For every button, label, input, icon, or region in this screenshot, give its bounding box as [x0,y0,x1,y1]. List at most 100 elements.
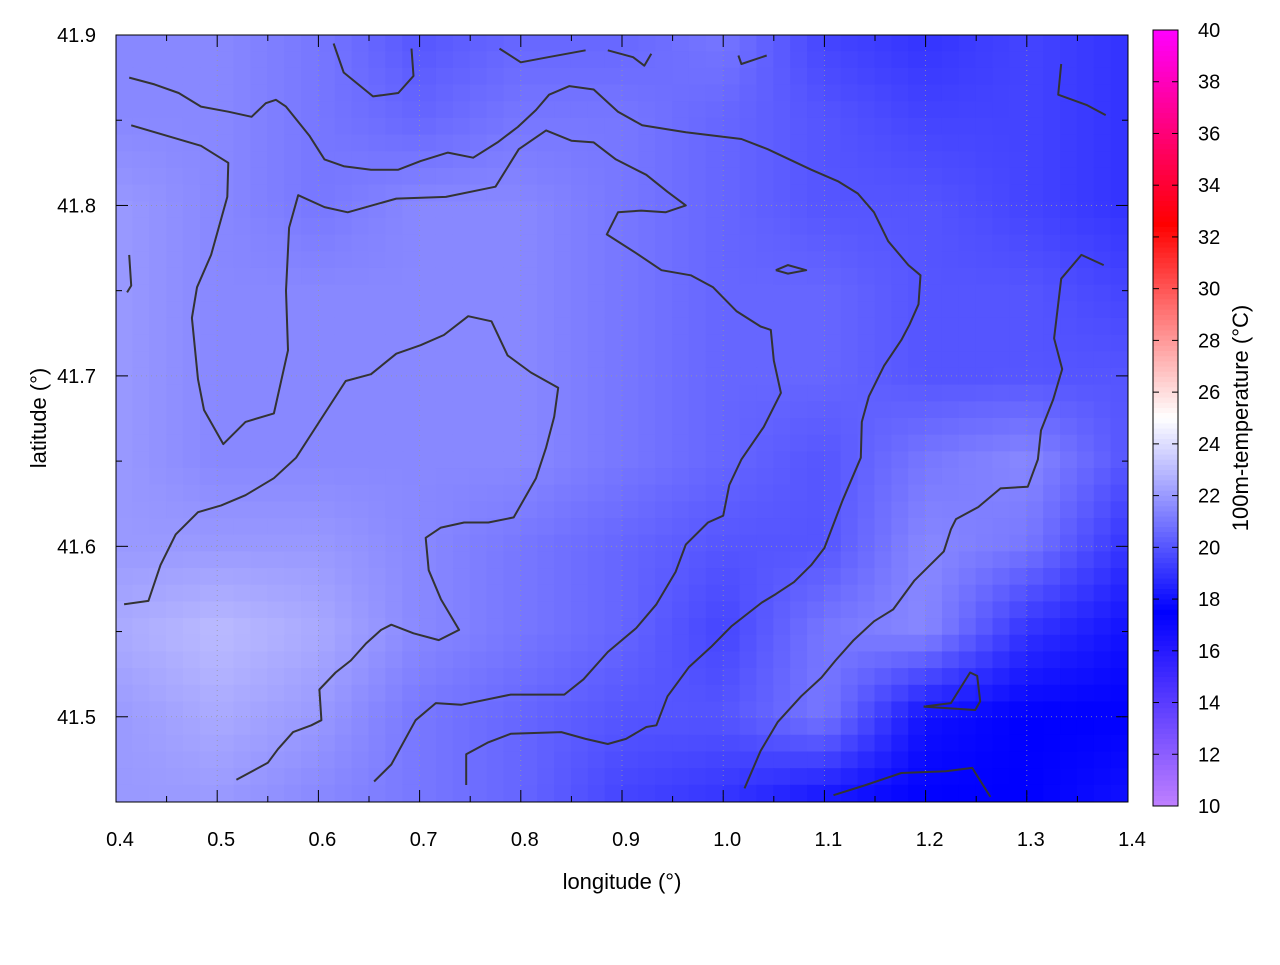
heatmap-cell [1060,334,1078,353]
heatmap-cell [149,768,168,786]
heatmap-cell [975,101,994,119]
heatmap-cell [857,151,876,169]
heatmap-cell [503,784,522,802]
heatmap-cell [301,618,319,636]
heatmap-cell [284,234,303,253]
heatmap-cell [149,67,168,86]
heatmap-cell [705,284,724,303]
heatmap-cell [1093,351,1112,369]
heatmap-cell [233,367,252,386]
heatmap-cell [182,468,201,486]
heatmap-cell [554,468,572,486]
colorbar-segment [1153,371,1178,377]
heatmap-cell [250,167,269,186]
heatmap-cell [705,35,724,53]
heatmap-cell [992,501,1011,520]
heatmap-cell [857,601,876,620]
heatmap-cell [722,434,741,453]
heatmap-cell [756,618,775,636]
heatmap-cell [116,484,134,503]
heatmap-cell [469,151,488,169]
heatmap-cell [503,718,522,736]
heatmap-cell [1110,217,1128,236]
heatmap-cell [267,167,286,186]
heatmap-cell [486,67,505,86]
heatmap-cell [941,668,960,686]
heatmap-cell [1060,401,1078,419]
heatmap-cell [182,718,201,736]
heatmap-cell [267,568,286,586]
heatmap-cell [368,701,387,720]
heatmap-cell [705,568,724,586]
heatmap-cell [1060,784,1078,802]
heatmap-cell [503,551,522,570]
heatmap-cell [908,501,927,520]
heatmap-cell [773,151,792,169]
heatmap-cell [233,151,252,169]
heatmap-cell [1009,451,1028,470]
heatmap-cell [267,684,286,703]
heatmap-cell [992,234,1011,253]
heatmap-cell [992,167,1011,186]
heatmap-cell [503,451,522,470]
heatmap-cell [166,534,184,553]
heatmap-cell [486,201,505,219]
heatmap-cell [958,684,977,703]
heatmap-cell [149,684,168,703]
heatmap-cell [368,67,387,86]
heatmap-cell [587,101,606,119]
heatmap-cell [891,768,910,786]
heatmap-cell [570,234,589,253]
heatmap-cell [1110,134,1128,153]
heatmap-cell [604,284,623,303]
heatmap-cell [570,184,589,203]
heatmap-cell [840,701,859,720]
colorbar-segment [1153,536,1178,543]
heatmap-cell [435,67,454,86]
heatmap-cell [520,301,539,319]
heatmap-cell [705,701,724,720]
heatmap-cell [857,551,876,570]
heatmap-cell [975,484,994,503]
heatmap-cell [941,334,960,353]
heatmap-cell [587,468,606,486]
heatmap-cell [941,167,960,186]
heatmap-cell [587,601,606,620]
heatmap-cell [672,768,690,786]
heatmap-cell [166,267,184,286]
heatmap-cell [925,35,943,53]
heatmap-cell [874,67,893,86]
heatmap-cell [520,317,539,336]
heatmap-cell [992,734,1011,753]
heatmap-cell [958,35,977,53]
heatmap-cell [301,734,319,753]
heatmap-cell [469,84,488,103]
heatmap-cell [351,384,370,403]
heatmap-cell [1076,468,1095,486]
heatmap-cell [672,751,690,770]
heatmap-cell [166,301,184,319]
heatmap-cell [655,751,674,770]
heatmap-cell [216,367,235,386]
heatmap-cell [705,67,724,86]
heatmap-cell [469,101,488,119]
heatmap-cell [301,568,319,586]
heatmap-cell [1009,718,1028,736]
heatmap-cell [1093,217,1112,236]
heatmap-cell [705,501,724,520]
heatmap-cell [857,534,876,553]
colorbar-segment [1153,184,1178,191]
colorbar-segment [1153,86,1178,93]
heatmap-cell [840,317,859,336]
heatmap-cell [908,51,927,69]
heatmap-cell [469,634,488,653]
heatmap-cell [908,618,927,636]
heatmap-cell [655,418,674,436]
heatmap-cell [790,634,809,653]
heatmap-cell [655,184,674,203]
heatmap-cell [722,167,741,186]
heatmap-cell [452,718,471,736]
heatmap-cell [621,651,640,670]
heatmap-cell [486,234,505,253]
heatmap-cell [638,501,657,520]
